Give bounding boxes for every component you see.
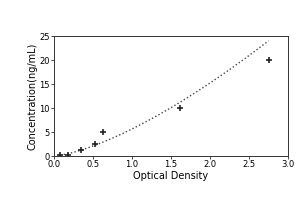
Y-axis label: Concentration(ng/mL): Concentration(ng/mL) <box>28 42 38 150</box>
X-axis label: Optical Density: Optical Density <box>134 171 208 181</box>
